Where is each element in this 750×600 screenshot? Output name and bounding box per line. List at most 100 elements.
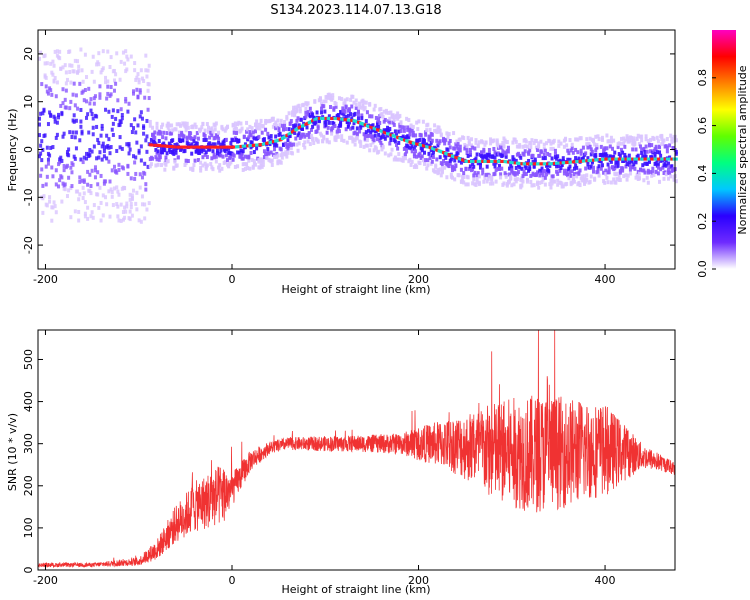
spectrogram-cell	[193, 135, 197, 140]
spectrogram-cell	[109, 145, 113, 150]
spectrogram-cell	[148, 119, 152, 124]
spectrogram-cell	[475, 179, 479, 184]
colorbar-tick-label: 0.2	[696, 212, 709, 230]
spectrogram-cell	[259, 118, 263, 123]
spectrogram-cell	[48, 110, 52, 115]
spectrogram-cell	[246, 166, 250, 171]
spectrogram-cell	[219, 148, 223, 153]
spectrogram-cell	[284, 150, 288, 155]
spectrogram-cell	[269, 150, 273, 155]
spectrogram-cell	[523, 149, 527, 154]
spectrogram-cell	[46, 91, 50, 96]
spectrogram-cell	[157, 138, 161, 143]
spectrogram-cell	[419, 133, 423, 138]
spectrogram-cell	[92, 96, 96, 101]
spectrogram-cell	[164, 155, 168, 160]
colorbar-tick-label: 0.0	[696, 260, 709, 278]
spectrogram-cell	[421, 119, 425, 124]
spectrogram-cell	[666, 161, 670, 166]
spectrogram-cell	[372, 107, 376, 112]
spectrogram-cell	[189, 166, 193, 171]
spectrogram-cell	[144, 187, 148, 192]
spectrogram-cell	[375, 122, 379, 127]
spectrogram-cell	[267, 135, 271, 140]
spectrogram-cell	[295, 118, 299, 123]
spectrogram-cell	[537, 141, 541, 146]
spectrogram-cell	[634, 175, 638, 180]
spectrogram-cell	[556, 171, 560, 176]
spectrogram-cell	[605, 146, 609, 151]
spectrogram-cell	[89, 214, 93, 219]
spectrogram-cell	[658, 179, 662, 184]
spectrogram-cell	[100, 123, 104, 128]
spectrogram-cell	[108, 214, 112, 219]
spectrogram-cell	[279, 118, 283, 123]
spectrogram-cell	[117, 162, 121, 167]
spectrogram-cell	[632, 162, 636, 167]
spectrogram-cell	[551, 174, 555, 179]
spectrogram-cell	[649, 137, 653, 142]
spectrogram-cell	[392, 122, 396, 127]
spectrogram-cell	[638, 144, 642, 149]
spectrogram-cell	[529, 141, 533, 146]
spectrogram-cell	[353, 111, 357, 116]
spectrogram-cell	[336, 113, 340, 118]
spectrogram-cell	[609, 139, 613, 144]
spectrogram-cell	[99, 70, 103, 75]
spectrogram-cell	[79, 157, 83, 162]
spectrogram-cell	[396, 111, 400, 116]
spectrogram-cell	[326, 125, 330, 130]
spectrogram-cell	[118, 122, 122, 127]
spectrogram-cell	[351, 137, 355, 142]
spectrogram-cell	[124, 96, 128, 101]
spectrogram-cell	[49, 61, 53, 66]
spectrogram-cell	[158, 131, 162, 136]
spectrogram-cell	[50, 92, 54, 97]
spectrogram-cell	[134, 77, 138, 82]
spectrogram-cell	[377, 149, 381, 154]
spectrogram-cell	[304, 106, 308, 111]
spectrogram-cell	[80, 178, 84, 183]
spectrogram-cell	[513, 137, 517, 142]
spectrogram-cell	[184, 128, 188, 133]
spectrogram-cell	[622, 174, 626, 179]
spectrogram-cell	[340, 134, 344, 139]
spectrogram-cell	[96, 182, 100, 187]
spectrogram-cell	[490, 177, 494, 182]
spectrogram-cell	[425, 142, 429, 147]
spectrogram-cell	[65, 77, 69, 82]
spectrogram-cell	[68, 130, 72, 135]
spectrogram-cell	[375, 137, 379, 142]
spectrogram-cell	[674, 149, 678, 154]
spectrogram-cell	[164, 162, 168, 167]
spectrogram-cell	[297, 131, 301, 136]
spectrogram-cell	[320, 106, 324, 111]
spectrogram-cell	[211, 149, 215, 154]
spectrogram-cell	[132, 91, 136, 96]
spectrogram-cell	[585, 142, 589, 147]
spectrogram-cell	[650, 143, 654, 148]
spectrogram-cell	[670, 139, 674, 144]
spectrogram-cell	[593, 142, 597, 147]
spectrogram-cell	[334, 135, 338, 140]
spectrogram-cell	[130, 193, 134, 198]
spectrogram-cell	[134, 155, 138, 160]
spectrogram-cell	[196, 158, 200, 163]
spectrogram-cell	[179, 123, 183, 128]
spectrogram-cell	[520, 166, 524, 171]
spectrogram-cell	[100, 144, 104, 149]
spectrogram-cell	[458, 148, 462, 153]
spectrogram-cell	[58, 56, 62, 61]
spectrogram-cell	[214, 159, 218, 164]
spectrogram-cell	[341, 106, 345, 111]
spectrogram-cell	[407, 145, 411, 150]
spectrogram-cell	[309, 127, 313, 132]
spectrogram-cell	[325, 139, 329, 144]
spectrogram-cell	[242, 162, 246, 167]
spectrogram-cell	[153, 135, 157, 140]
spectrogram-cell	[73, 103, 77, 108]
spectrogram-cell	[420, 154, 424, 159]
spectrogram-cell	[643, 161, 647, 166]
spectrogram-cell	[320, 110, 324, 115]
spectrogram-cell	[199, 127, 203, 132]
